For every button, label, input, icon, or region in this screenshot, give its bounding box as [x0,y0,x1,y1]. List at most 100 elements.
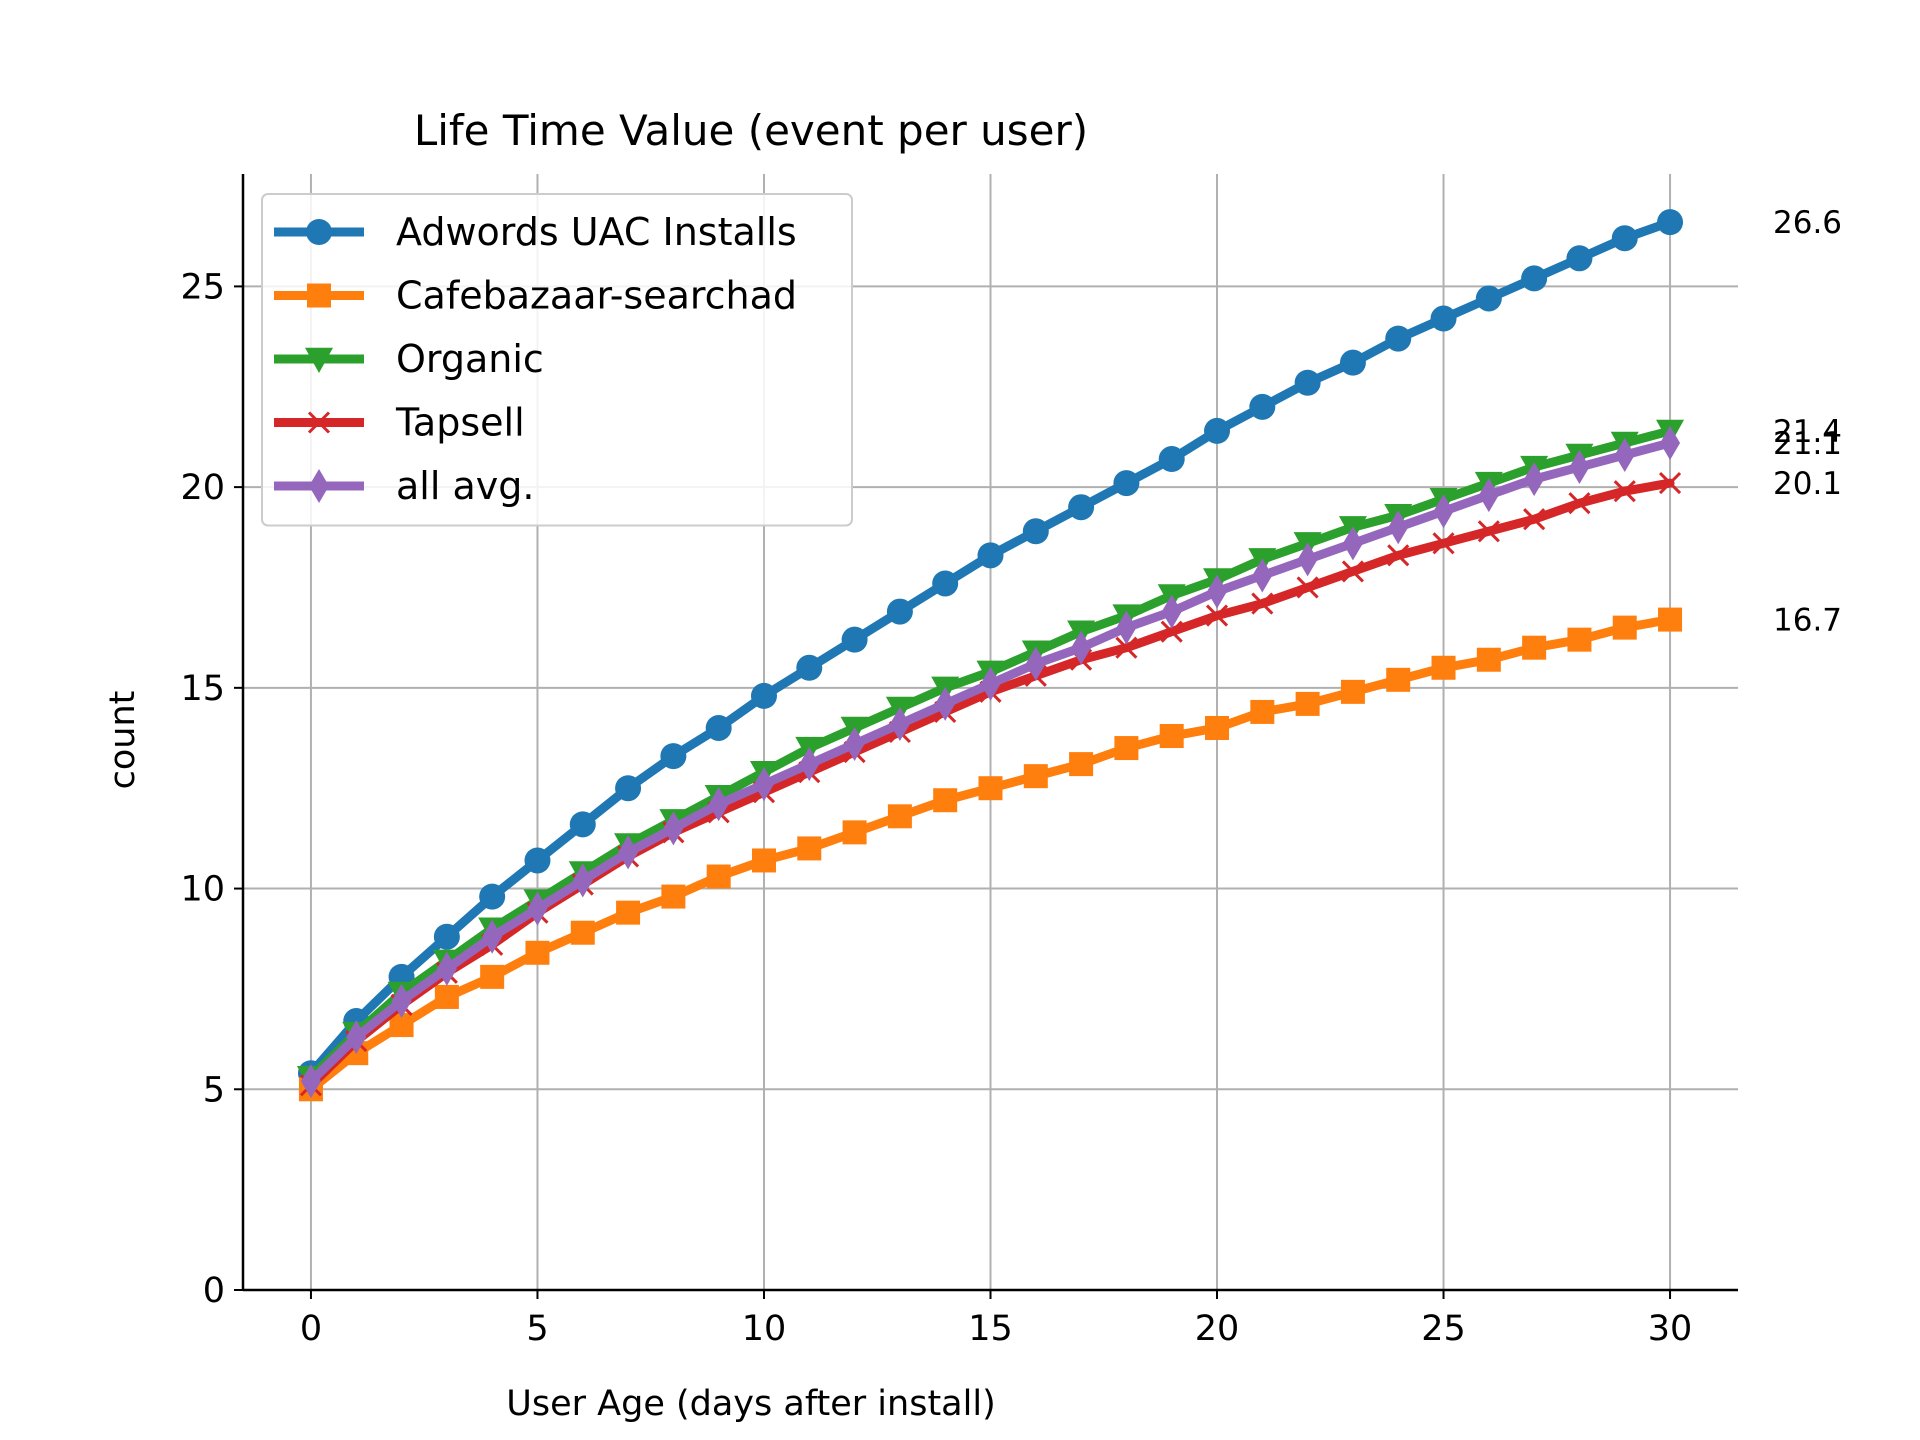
data-point-adwords-uac-installs [796,654,823,681]
end-value-label: 21.1 [1773,426,1842,462]
data-point-adwords-uac-installs [977,542,1004,569]
data-point-cafebazaar-searchad [1205,715,1230,740]
data-point-all-avg [1524,462,1545,497]
data-point-all-avg [1614,438,1635,473]
x-tick-label: 30 [1648,1309,1693,1349]
data-point-tapsell [1205,604,1229,627]
legend-label: Cafebazaar-searchad [396,274,797,318]
data-point-adwords-uac-installs [750,682,777,709]
x-tick-label: 20 [1195,1309,1240,1349]
data-point-cafebazaar-searchad [570,920,595,945]
legend-box [261,193,853,527]
data-point-adwords-uac-installs [615,775,642,802]
data-point-cafebazaar-searchad [1295,691,1320,716]
legend-marker [306,219,332,245]
data-point-cafebazaar-searchad [1386,667,1411,692]
data-point-all-avg [1207,574,1228,609]
data-point-cafebazaar-searchad [1522,635,1547,660]
end-value-label: 16.7 [1773,603,1842,639]
data-point-adwords-uac-installs [886,598,913,625]
legend-item-all-avg: all avg. [274,464,534,508]
x-tick-label: 0 [300,1309,322,1349]
data-point-cafebazaar-searchad [434,984,459,1009]
end-value-label: 20.1 [1773,466,1842,502]
data-point-cafebazaar-searchad [1476,647,1501,672]
data-point-cafebazaar-searchad [525,940,550,965]
data-point-adwords-uac-installs [1068,494,1095,521]
axes: 0 5 10 15 20 25 30 0 5 10 15 20 25 [180,174,1738,1349]
data-point-all-avg [1478,478,1499,513]
data-point-all-avg [482,919,503,954]
data-point-cafebazaar-searchad [1658,607,1683,632]
x-tick-label: 10 [742,1309,787,1349]
series-all-avg [300,425,1681,1099]
data-point-cafebazaar-searchad [797,836,822,861]
data-point-adwords-uac-installs [569,811,596,838]
x-axis-title: User Age (days after install) [506,1384,995,1424]
x-tick-label: 5 [526,1309,548,1349]
legend-label: Tapsell [395,401,525,445]
data-point-cafebazaar-searchad [1250,699,1275,724]
data-point-cafebazaar-searchad [1612,615,1637,640]
y-tick-label: 10 [180,870,225,910]
y-tick-label: 5 [203,1070,225,1110]
data-point-tapsell [1296,576,1319,599]
data-point-cafebazaar-searchad [751,848,776,873]
data-point-tapsell [1160,620,1183,643]
legend-label: Adwords UAC Installs [396,210,797,254]
series-group [296,209,1685,1102]
data-point-adwords-uac-installs [1475,285,1502,312]
data-point-all-avg [753,767,774,802]
data-point-adwords-uac-installs [1430,305,1457,332]
data-point-tapsell [1613,480,1636,503]
legend-item-organic: Organic [274,337,544,381]
legend-label: all avg. [396,464,534,508]
data-point-cafebazaar-searchad [1567,627,1592,652]
legend-marker [307,411,331,434]
chart-title: Life Time Value (event per user) [414,106,1088,155]
data-point-all-avg [1433,494,1454,529]
data-point-adwords-uac-installs [1204,417,1231,444]
y-axis-title: count [103,691,143,790]
data-point-all-avg [889,706,910,741]
data-point-all-avg [663,811,684,846]
data-point-adwords-uac-installs [433,923,460,950]
data-point-adwords-uac-installs [1339,349,1366,376]
data-point-cafebazaar-searchad [706,864,731,889]
data-point-all-avg [1297,542,1318,577]
legend: Adwords UAC Installs Cafebazaar-searchad O… [261,193,853,527]
data-point-adwords-uac-installs [841,626,868,653]
legend-marker [307,283,331,308]
data-point-cafebazaar-searchad [661,884,686,909]
data-point-cafebazaar-searchad [933,788,958,813]
data-point-adwords-uac-installs [1385,325,1412,352]
data-point-adwords-uac-installs [1566,245,1593,272]
data-point-tapsell [1115,636,1138,659]
y-tick-label: 20 [180,468,225,508]
data-point-cafebazaar-searchad [1114,736,1139,761]
data-point-adwords-uac-installs [1657,209,1684,236]
data-point-adwords-uac-installs [1294,369,1321,396]
end-labels: 26.6 21.421.1 20.1 16.7 [1773,205,1842,638]
data-point-adwords-uac-installs [932,570,959,597]
x-tick-label: 25 [1421,1309,1466,1349]
data-point-all-avg [1116,610,1137,645]
data-point-all-avg [1025,646,1046,681]
y-tick-label: 0 [203,1271,225,1311]
legend-label: Organic [396,337,544,381]
data-point-all-avg [980,666,1001,701]
data-point-all-avg [935,686,956,721]
data-point-adwords-uac-installs [1113,470,1140,497]
legend-marker [309,469,329,503]
data-point-tapsell [1477,520,1500,543]
data-point-adwords-uac-installs [1022,518,1049,545]
data-point-cafebazaar-searchad [1431,655,1456,680]
data-point-all-avg [1569,450,1590,485]
data-point-all-avg [436,951,457,986]
data-point-adwords-uac-installs [1249,393,1276,420]
data-point-all-avg [1660,425,1681,460]
data-point-all-avg [391,983,412,1018]
data-point-cafebazaar-searchad [389,1013,414,1038]
y-tick-label: 25 [180,267,225,307]
